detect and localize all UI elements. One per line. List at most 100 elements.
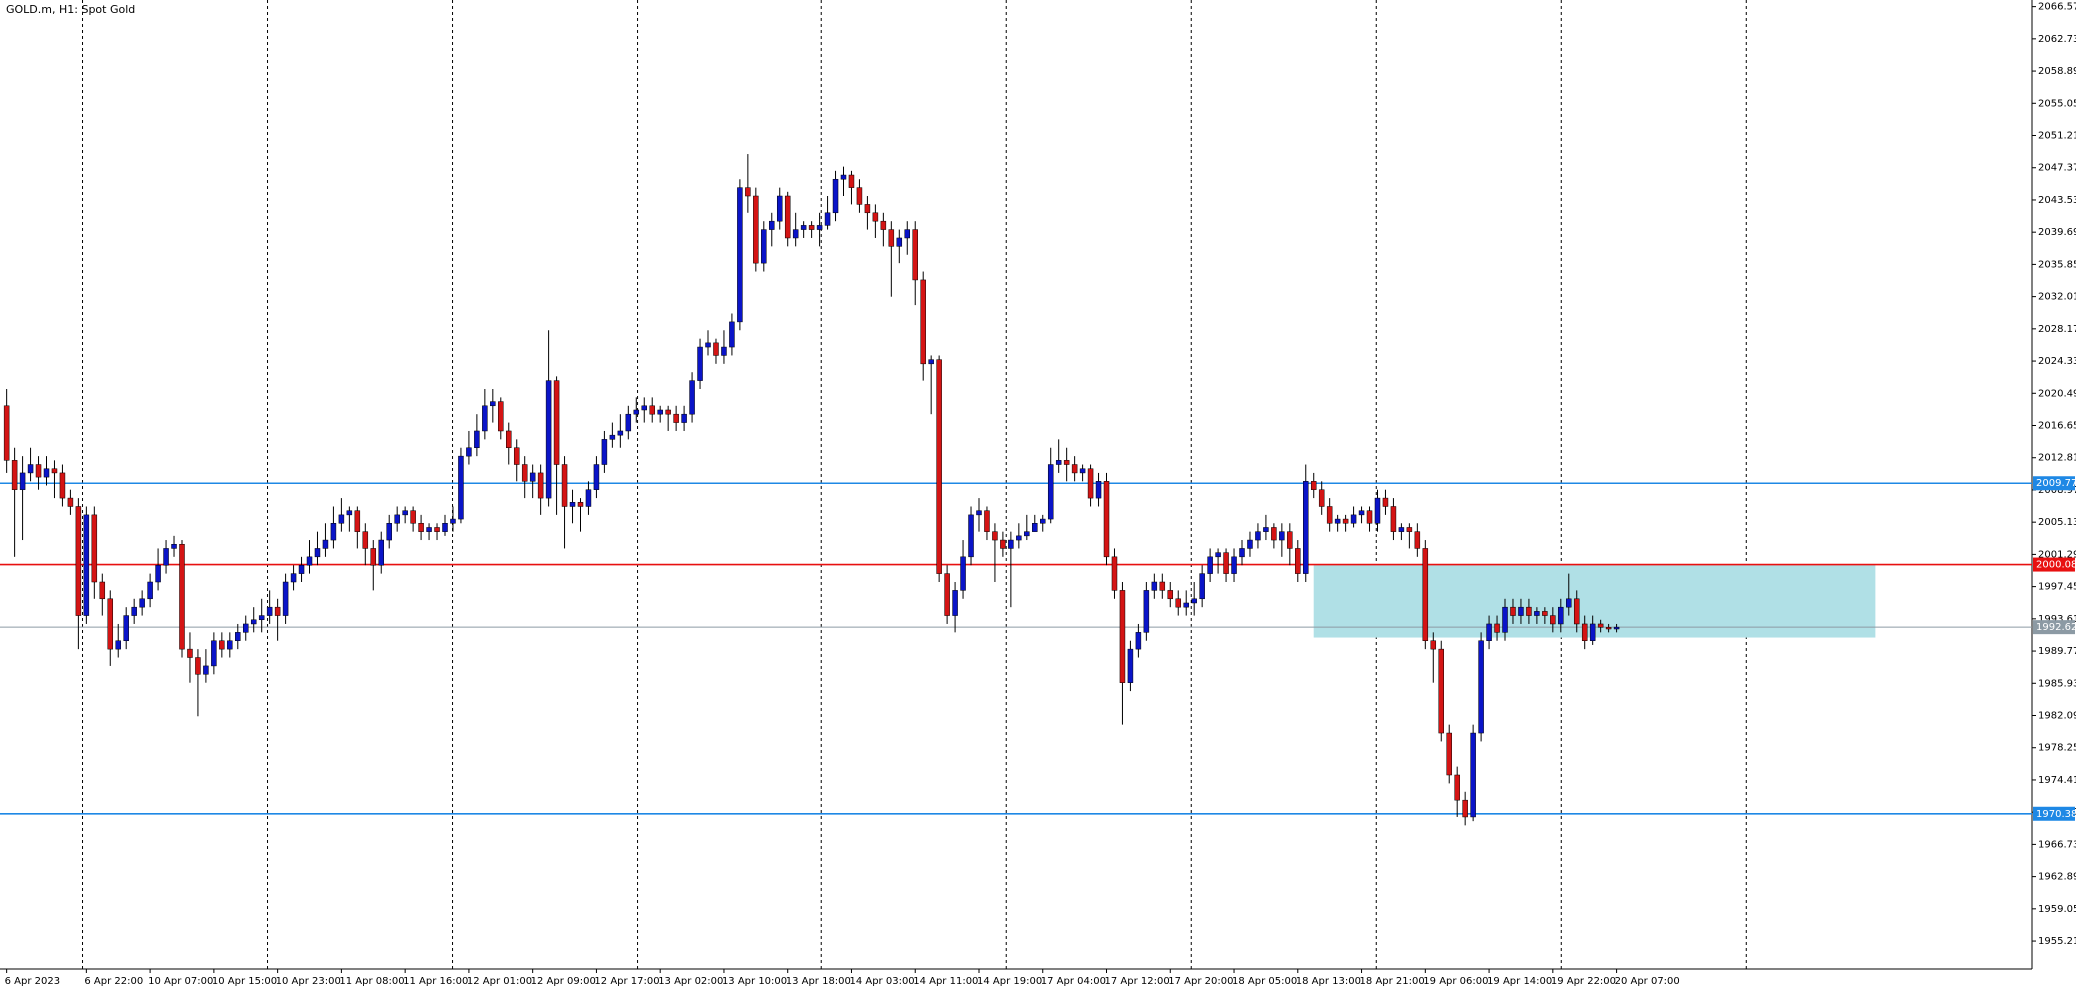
candle-body [1613, 626, 1620, 630]
candle-body [11, 460, 18, 490]
candle-body [776, 195, 783, 222]
candle-body [466, 447, 472, 457]
y-tick-label: 2005.13 [2038, 517, 2076, 528]
candle-body [1111, 556, 1118, 591]
x-tick-label: 13 Apr 10:00 [722, 976, 787, 987]
candle-body [1430, 640, 1437, 650]
candle-body [1024, 531, 1030, 537]
candle-body [792, 229, 799, 239]
candle-body [1008, 539, 1014, 549]
candle-body [936, 359, 942, 574]
y-tick-label: 2051.21 [2038, 131, 2076, 142]
candle-body [314, 548, 321, 558]
candle-body [19, 472, 26, 490]
candle-body [1303, 481, 1309, 574]
candle-body [83, 514, 90, 616]
candle-body [1334, 518, 1341, 524]
x-tick-label: 10 Apr 07:00 [148, 976, 213, 987]
candle-body [1438, 648, 1444, 734]
candle-body [1279, 531, 1285, 541]
candle-body [992, 531, 998, 541]
candle-body [657, 409, 663, 415]
candle-body [1295, 548, 1301, 574]
candle-body [1526, 606, 1532, 616]
candle-body [1542, 611, 1548, 616]
y-tick-label: 2028.17 [2038, 324, 2076, 335]
candle-body [537, 472, 544, 499]
candle-body [976, 510, 982, 516]
candle-body [1358, 510, 1365, 516]
candle-body [402, 510, 408, 516]
candle-body [896, 237, 903, 247]
candle-body [1047, 464, 1054, 520]
candle-body [1087, 468, 1094, 499]
candle-body [689, 380, 695, 415]
y-tick-label: 2039.69 [2038, 227, 2076, 238]
x-tick-label: 12 Apr 17:00 [594, 976, 659, 987]
candle-body [984, 510, 990, 532]
candle-body [713, 342, 719, 356]
candle-body [928, 359, 934, 365]
level-label: 2000.08 [2036, 560, 2076, 571]
y-tick-label: 2001.29 [2038, 549, 2076, 560]
chart-title: GOLD.m, H1: Spot Gold [6, 3, 135, 16]
x-tick-label: 10 Apr 23:00 [276, 976, 341, 987]
y-tick-label: 1982.09 [2038, 711, 2076, 722]
candle-body [912, 229, 918, 281]
candle-body [67, 497, 74, 507]
candle-body [1191, 598, 1197, 604]
x-tick-label: 14 Apr 19:00 [977, 976, 1042, 987]
candle-body [968, 514, 974, 558]
candle-body [282, 581, 289, 616]
candle-body [1103, 481, 1110, 558]
candle-body [1422, 548, 1429, 641]
candle-body [1350, 514, 1357, 524]
level-label-box [2033, 806, 2075, 821]
y-tick-label: 1989.77 [2038, 646, 2076, 657]
x-tick-label: 18 Apr 21:00 [1360, 976, 1425, 987]
candle-body [179, 543, 185, 650]
candle-body [1366, 510, 1373, 524]
candle-body [745, 187, 751, 197]
candle-body [1040, 518, 1046, 524]
candle-body [442, 523, 448, 532]
x-tick-label: 6 Apr 2023 [5, 976, 60, 987]
y-tick-label: 2035.85 [2038, 259, 2076, 270]
candle-body [1446, 732, 1452, 776]
y-tick-label: 2047.37 [2038, 163, 2076, 174]
candle-body [147, 581, 153, 600]
candle-body [665, 409, 671, 415]
candle-body [155, 564, 161, 583]
candle-body [1518, 606, 1524, 616]
candle-body [904, 229, 911, 239]
candle-body [1119, 590, 1126, 683]
x-tick-label: 12 Apr 01:00 [467, 976, 532, 987]
x-tick-label: 19 Apr 06:00 [1423, 976, 1488, 987]
candle-body [1175, 598, 1181, 608]
y-tick-label: 1993.61 [2038, 614, 2076, 625]
x-tick-label: 12 Apr 09:00 [531, 976, 596, 987]
candle-body [880, 220, 887, 230]
candle-body [1151, 581, 1158, 591]
x-tick-label: 18 Apr 05:00 [1232, 976, 1297, 987]
x-tick-label: 13 Apr 18:00 [786, 976, 851, 987]
candle-body [593, 464, 600, 490]
candle-body [753, 195, 759, 264]
candle-body [1462, 799, 1468, 818]
candle-body [808, 225, 815, 230]
x-tick-label: 14 Apr 03:00 [849, 976, 914, 987]
candle-body [203, 665, 209, 675]
candle-body [35, 464, 42, 478]
candle-body [816, 225, 823, 230]
candle-body [426, 527, 432, 532]
x-tick-label: 20 Apr 07:00 [1615, 976, 1680, 987]
candle-body [1414, 531, 1421, 549]
candle-body [521, 464, 528, 482]
candle-body [338, 514, 345, 524]
candle-body [705, 342, 711, 348]
candle-body [1318, 489, 1325, 507]
y-tick-label: 1978.25 [2038, 743, 2076, 754]
x-tick-label: 17 Apr 20:00 [1168, 976, 1233, 987]
candle-body [51, 468, 58, 474]
